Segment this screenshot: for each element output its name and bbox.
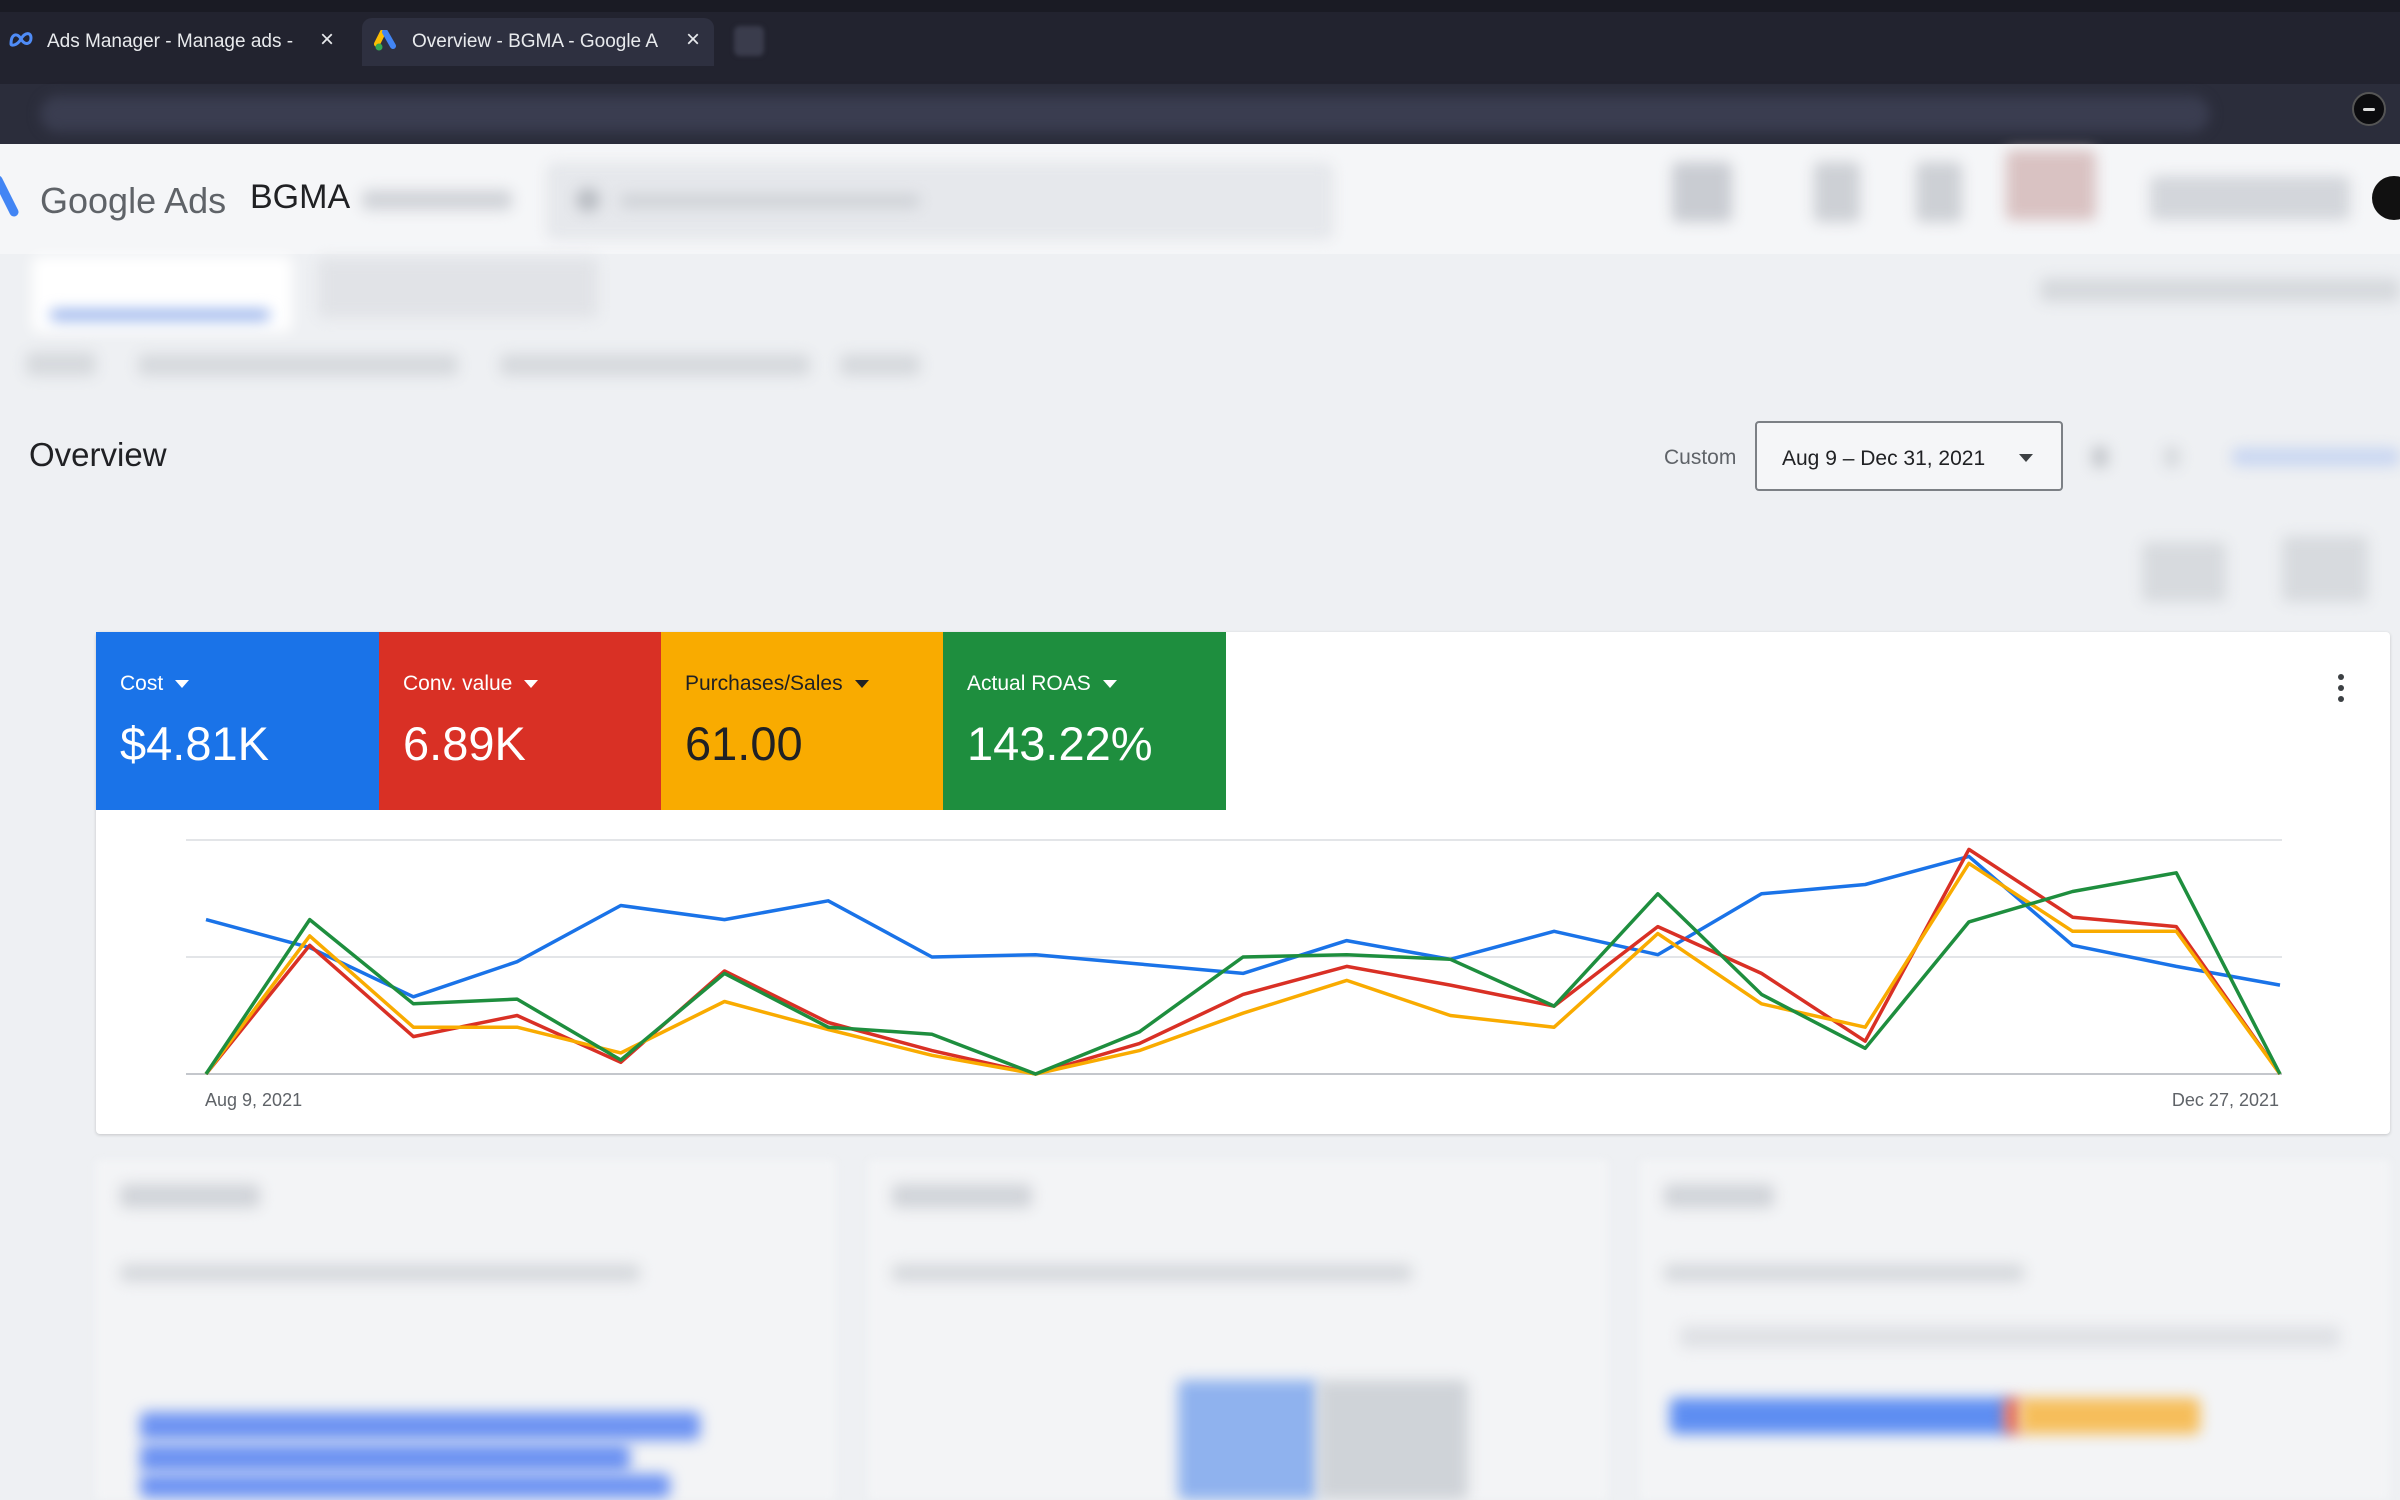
minimize-icon[interactable] [2352,92,2386,126]
card-ad-assets-bar [140,1444,630,1472]
card-devices-bar-yellow [2020,1398,2200,1434]
card-campaigns-table [1318,1380,1468,1500]
notification-icon[interactable] [2006,150,2096,220]
account-thumbnail-link [50,310,270,320]
chevron-down-icon [854,680,869,688]
card-devices-text [1664,1264,2024,1282]
meta-icon [8,30,34,54]
filter-chip[interactable] [500,354,810,376]
google-ads-logo-icon [0,175,20,223]
page-title: Overview [29,436,167,473]
card-campaigns-title [892,1184,1032,1208]
url-field[interactable] [40,96,2210,132]
compare-link[interactable] [2232,448,2400,466]
chevron-down-icon [175,680,190,688]
metric-label: Cost [120,672,164,695]
close-tab-icon[interactable]: × [686,26,701,53]
card-devices-title [1664,1184,1774,1208]
search-placeholder [620,194,920,208]
header-notice [2040,278,2400,302]
search-icon [576,188,600,212]
metric-value: 6.89K [403,717,526,770]
tab-title: Ads Manager - Manage ads - [47,31,294,52]
account-selector[interactable] [362,190,512,210]
metric-tile-purchases-sales[interactable]: Purchases/Sales 61.00 [661,632,944,810]
chevron-down-icon [524,680,539,688]
card-campaigns-table [1178,1380,1318,1500]
date-range-picker[interactable]: Aug 9 – Dec 31, 2021 [1755,421,2063,491]
avatar[interactable] [2372,176,2400,220]
header-icon-appearance[interactable] [1672,162,1732,222]
filter-chip[interactable] [26,352,96,376]
next-period-arrow-icon[interactable] [2164,446,2180,468]
more-options-icon[interactable] [2326,668,2356,708]
header-icon-refresh[interactable] [1814,162,1860,222]
account-thumbnail[interactable] [32,256,292,332]
browser-top-strip [0,0,2400,12]
metric-tile-conv-value[interactable]: Conv. value 6.89K [379,632,662,810]
address-bar-area [0,84,2400,144]
card-ad-assets-bar [140,1474,670,1498]
metric-label: Actual ROAS [967,672,1091,695]
previous-period-arrow-icon[interactable] [2092,446,2108,468]
card-devices-bar-blue [1670,1398,2010,1434]
download-button[interactable] [2142,542,2226,602]
card-ad-assets-text [120,1264,640,1282]
metric-tile-actual-roas[interactable]: Actual ROAS 143.22% [943,632,1226,810]
card-devices-bar-red [2004,1398,2022,1434]
google-ads-icon [374,29,400,58]
card-devices-legend [1680,1326,2340,1348]
metric-value: $4.81K [120,717,269,770]
card-campaigns-text [892,1264,1412,1282]
chevron-down-icon [2019,454,2033,462]
chevron-down-icon [1102,680,1117,688]
metric-value: 143.22% [967,717,1153,770]
new-tab-button[interactable] [734,26,764,56]
browser-tab-bar: Ads Manager - Manage ads - × Overview - … [0,0,2400,84]
card-ad-assets-bar [140,1412,700,1440]
tab-title: Overview - BGMA - Google A [412,31,659,52]
card-ad-assets [96,1160,836,1500]
filter-chip[interactable] [138,354,458,376]
account-info-text [2150,176,2350,220]
header-icon-help[interactable] [1916,162,1962,222]
account-name[interactable]: BGMA [250,178,351,216]
campaign-selector[interactable] [318,258,598,318]
google-ads-brand: Google Ads [40,180,227,221]
filter-chip[interactable] [840,354,920,376]
metric-value: 61.00 [685,717,803,770]
date-range-value: Aug 9 – Dec 31, 2021 [1782,447,1986,470]
browser-tab-ads-manager[interactable]: Ads Manager - Manage ads - × [0,18,360,66]
metric-tile-cost[interactable]: Cost $4.81K [96,632,379,810]
browser-tab-google-ads[interactable]: Overview - BGMA - Google A × [362,18,714,66]
card-ad-assets-title [120,1184,260,1208]
metric-label: Conv. value [403,672,513,695]
feedback-button[interactable] [2282,536,2368,602]
date-range-type-label: Custom [1664,446,1737,469]
close-tab-icon[interactable]: × [320,26,335,53]
metric-label: Purchases/Sales [685,672,843,695]
